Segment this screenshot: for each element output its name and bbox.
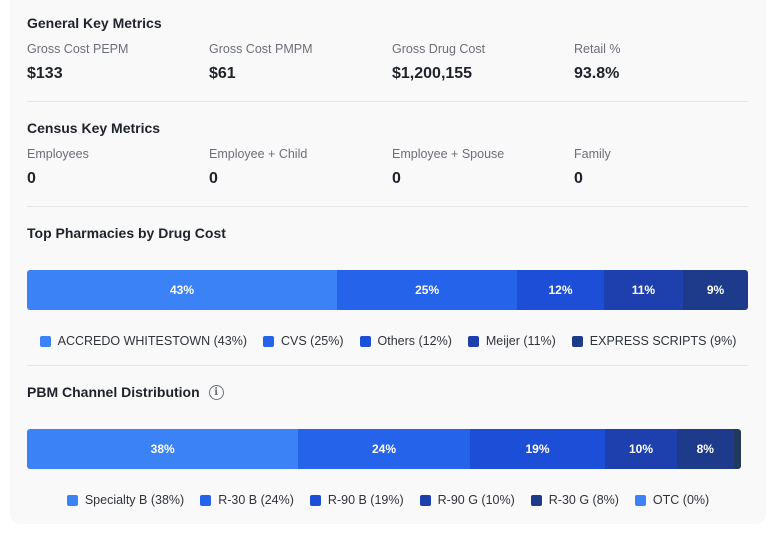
pbm-legend-item[interactable]: Specialty B (38%) — [66, 493, 185, 507]
metric-value: 0 — [574, 170, 583, 187]
legend-label: EXPRESS SCRIPTS (9%) — [589, 334, 737, 348]
pharmacies-stacked-bar: 43% 25% 12% 11% 9% — [27, 270, 748, 310]
metric-retail-percent: Retail % 93.8% — [574, 42, 621, 83]
metric-value: 0 — [27, 170, 36, 187]
metric-label: Family — [574, 147, 611, 161]
metric-label: Retail % — [574, 42, 621, 56]
legend-swatch — [530, 494, 542, 506]
metric-employee-spouse: Employee + Spouse 0 — [392, 147, 504, 188]
metrics-card: General Key Metrics Gross Cost PEPM $133… — [10, 0, 766, 524]
legend-swatch — [263, 335, 274, 347]
legend-label: Others (12%) — [377, 334, 452, 348]
pharmacies-bar-segment[interactable]: 9% — [683, 270, 748, 310]
pbm-bar-segment[interactable] — [733, 429, 741, 469]
pbm-legend-item[interactable]: R-90 B (19%) — [309, 493, 404, 507]
divider — [27, 365, 748, 366]
general-metrics-title: General Key Metrics — [27, 15, 162, 31]
pharmacies-legend: ACCREDO WHITESTOWN (43%) CVS (25%) Others … — [10, 334, 766, 348]
legend-swatch — [571, 335, 583, 347]
legend-label: CVS (25%) — [281, 334, 344, 348]
legend-label: OTC (0%) — [652, 493, 710, 507]
legend-label: R-90 G (10%) — [437, 493, 515, 507]
legend-swatch — [200, 494, 212, 506]
pbm-bar-segment[interactable]: 38% — [27, 429, 299, 469]
pbm-legend-item[interactable]: R-30 G (8%) — [530, 493, 619, 507]
legend-swatch — [359, 335, 371, 347]
metric-value: 93.8% — [574, 65, 620, 82]
pharmacies-bar-segment[interactable]: 12% — [517, 270, 604, 310]
legend-swatch — [39, 335, 51, 347]
legend-swatch — [634, 494, 646, 506]
pbm-legend-item[interactable]: R-30 B (24%) — [200, 493, 294, 507]
metric-label: Employee + Spouse — [392, 147, 505, 161]
pharmacies-legend-item[interactable]: ACCREDO WHITESTOWN (43%) — [39, 334, 247, 348]
divider — [27, 206, 748, 207]
metric-label: Employee + Child — [209, 147, 308, 161]
pharmacies-bar-segment[interactable]: 11% — [603, 270, 684, 310]
metric-employees: Employees 0 — [27, 147, 89, 188]
pbm-legend-item[interactable]: OTC (0%) — [634, 493, 710, 507]
legend-label: R-30 G (8%) — [548, 493, 619, 507]
pbm-stacked-bar: 38% 24% 19% 10% 8% — [27, 429, 741, 469]
pharmacies-legend-item[interactable]: Meijer (11%) — [467, 334, 556, 348]
pharmacies-bar-segment[interactable]: 43% — [27, 270, 338, 310]
metric-value: $61 — [209, 65, 236, 82]
metric-value: $1,200,155 — [392, 65, 473, 82]
pharmacies-bar-segment[interactable]: 25% — [337, 270, 518, 310]
legend-label: ACCREDO WHITESTOWN (43%) — [57, 334, 247, 348]
pbm-legend: Specialty B (38%) R-30 B (24%) R-90 B (19%… — [10, 493, 766, 507]
metric-gross-drug-cost: Gross Drug Cost $1,200,155 — [392, 42, 485, 83]
metric-label: Gross Cost PMPM — [209, 42, 313, 56]
metric-value: $133 — [27, 65, 63, 82]
metric-gross-cost-pmpm: Gross Cost PMPM $61 — [209, 42, 313, 83]
legend-label: Specialty B (38%) — [84, 493, 185, 507]
legend-label: R-30 B (24%) — [218, 493, 294, 507]
census-metrics-title: Census Key Metrics — [27, 120, 161, 136]
pharmacies-legend-item[interactable]: Others (12%) — [359, 334, 452, 348]
pharmacies-legend-item[interactable]: CVS (25%) — [263, 334, 344, 348]
pbm-title-text: PBM Channel Distribution — [27, 384, 200, 400]
legend-label: R-90 B (19%) — [327, 493, 404, 507]
pbm-title: PBM Channel Distribution i — [27, 384, 224, 401]
metric-family: Family 0 — [574, 147, 611, 188]
metric-label: Gross Cost PEPM — [27, 42, 129, 56]
legend-swatch — [66, 494, 78, 506]
pharmacies-legend-item[interactable]: EXPRESS SCRIPTS (9%) — [571, 334, 737, 348]
metric-employee-child: Employee + Child 0 — [209, 147, 307, 188]
pbm-legend-item[interactable]: R-90 G (10%) — [419, 493, 515, 507]
legend-label: Meijer (11%) — [485, 334, 556, 348]
metric-value: 0 — [209, 170, 218, 187]
legend-swatch — [419, 494, 431, 506]
legend-swatch — [309, 494, 321, 506]
pbm-bar-segment[interactable]: 24% — [298, 429, 470, 469]
divider — [27, 101, 748, 102]
metric-label: Gross Drug Cost — [392, 42, 486, 56]
metric-value: 0 — [392, 170, 401, 187]
legend-swatch — [467, 335, 479, 347]
pbm-bar-segment[interactable]: 10% — [605, 429, 677, 469]
pbm-bar-segment[interactable]: 19% — [469, 429, 606, 469]
pharmacies-title: Top Pharmacies by Drug Cost — [27, 225, 226, 241]
metric-label: Employees — [27, 147, 89, 161]
info-icon[interactable]: i — [208, 384, 224, 400]
pbm-bar-segment[interactable]: 8% — [676, 429, 734, 469]
metric-gross-cost-pepm: Gross Cost PEPM $133 — [27, 42, 128, 83]
